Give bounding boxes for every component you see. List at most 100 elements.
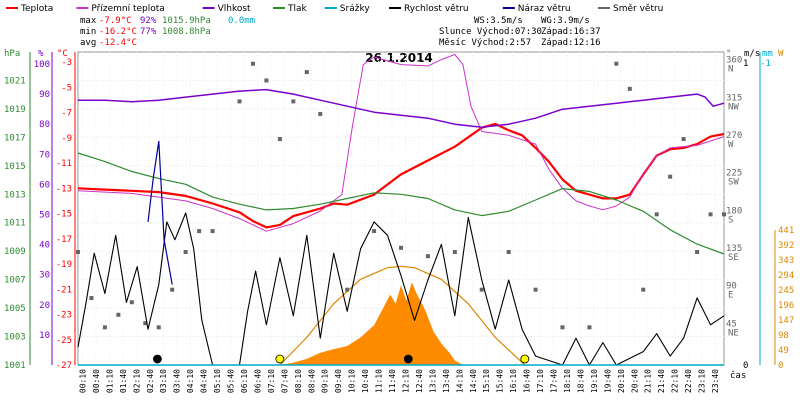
time-tick: 09:40 [334,369,343,393]
stats-min-hum: 77% [140,27,157,37]
direction-label: SE [728,253,739,263]
wind-direction-point [587,325,592,330]
series-line-tlak [77,152,725,255]
solar-radiation-area [279,282,463,365]
wind-direction-point [722,212,726,217]
time-tick: 14:10 [455,369,464,393]
wind-direction-point [627,86,632,91]
direction-label: S [728,215,733,225]
stats-avg-label: avg [80,38,96,48]
temperature-axis: -27 -25 -23 -21 -19 -17 -15 -13 -11 -9 -7 -5 -3 [56,52,76,371]
unit-rain: mm [762,49,773,59]
stats-max-hum: 92% [140,16,157,26]
stats-min-press: 1008.8hPa [162,27,211,37]
wind-direction-point [143,321,148,326]
wind-direction-point [654,212,659,217]
humidity-tick: 50 [39,211,50,221]
wind-direction-point [533,287,538,292]
wind-direction-point [277,137,282,142]
temperature-tick: -15 [56,210,72,220]
time-tick: 17:10 [536,369,545,393]
direction-label: SW [728,178,739,188]
legend-item: Náraz větru [518,4,571,14]
temperature-tick: -27 [56,361,72,371]
solar-tick: 0 [778,361,783,371]
direction-tick: 270 [726,131,742,141]
direction-tick: 135 [726,244,742,254]
time-tick: 00:10 [78,369,87,393]
wind-direction-point [708,212,713,217]
solar-tick: 196 [778,301,794,311]
wind-direction-point [76,250,80,255]
wind-direction-point [237,99,242,104]
time-tick: 03:10 [159,369,168,393]
time-tick: 11:10 [375,369,384,393]
humidity-tick: 30 [39,271,50,281]
wind-direction-point [304,70,309,75]
series-line-p-zemn-teplota [77,54,725,232]
wind-direction-point [560,325,565,330]
x-axis-label: čas [730,370,746,381]
wind-tick-top: 1 [743,59,748,69]
direction-tick: 360 [726,56,742,66]
pressure-tick: 1015 [4,162,26,172]
legend-item: Rychlost větru [404,4,469,14]
time-tick: 21:40 [657,369,666,393]
chart-title: 26.1.2014 [365,51,433,65]
pressure-tick: 1005 [4,304,26,314]
wind-direction-point [89,296,94,301]
time-tick: 08:10 [294,369,303,393]
legend-item: Přízemní teplota [91,4,164,14]
stats-max-label: max [80,16,97,26]
time-tick: 05:40 [227,369,236,393]
info-ws: WS:3.5m/s [474,16,523,26]
time-tick: 16:10 [509,369,518,393]
legend-item: Teplota [20,4,53,14]
wind-direction-point [264,78,269,83]
rain-tick-top: -1 [760,59,771,69]
pressure-tick: 1013 [4,190,26,200]
time-tick: 17:40 [550,369,559,393]
wind-direction-point [102,325,107,330]
series-line-rychlost-v-tru [77,212,725,366]
solar-tick: 392 [778,241,794,251]
wind-direction-point [695,250,700,255]
direction-tick: 90 [726,282,737,292]
temperature-tick: -5 [61,83,72,93]
unit-direction: ° [726,49,731,59]
legend-item: Tlak [287,4,308,14]
time-tick: 18:40 [576,369,585,393]
pressure-tick: 1021 [4,76,26,86]
direction-tick: 225 [726,169,742,179]
temperature-tick: -19 [56,260,72,270]
solar-axis: 0 49 98 147 196 245 294 343 392 441 [774,226,794,371]
humidity-tick: 90 [39,90,50,100]
wind-tick-zero: 0 [743,361,748,371]
temperature-tick: -9 [61,134,72,144]
time-tick: 08:40 [307,369,316,393]
direction-tick: 45 [726,319,737,329]
stats-max-rain: 0.0mm [228,16,255,26]
time-tick: 22:10 [671,369,680,393]
solar-tick: 98 [778,331,789,341]
time-tick: 18:10 [563,369,572,393]
time-tick: 22:40 [684,369,693,393]
stats-avg-temp: -12.4°C [99,38,137,48]
temperature-tick: -17 [56,235,72,245]
solar-tick: 147 [778,316,794,326]
time-tick: 10:10 [348,369,357,393]
wind-direction-point [345,287,350,292]
time-tick: 06:10 [240,369,249,393]
time-tick: 04:40 [200,369,209,393]
stats-min-temp: -16.2°C [99,27,137,37]
time-tick: 19:40 [603,369,612,393]
humidity-tick: 40 [39,241,50,251]
wind-direction-point [614,61,619,66]
pressure-tick: 1007 [4,276,26,286]
series-line-vlhkost [78,88,725,128]
pressure-tick: 1019 [4,105,26,115]
time-tick: 13:10 [428,369,437,393]
time-tick: 00:40 [92,369,101,393]
direction-label: NW [728,102,739,112]
